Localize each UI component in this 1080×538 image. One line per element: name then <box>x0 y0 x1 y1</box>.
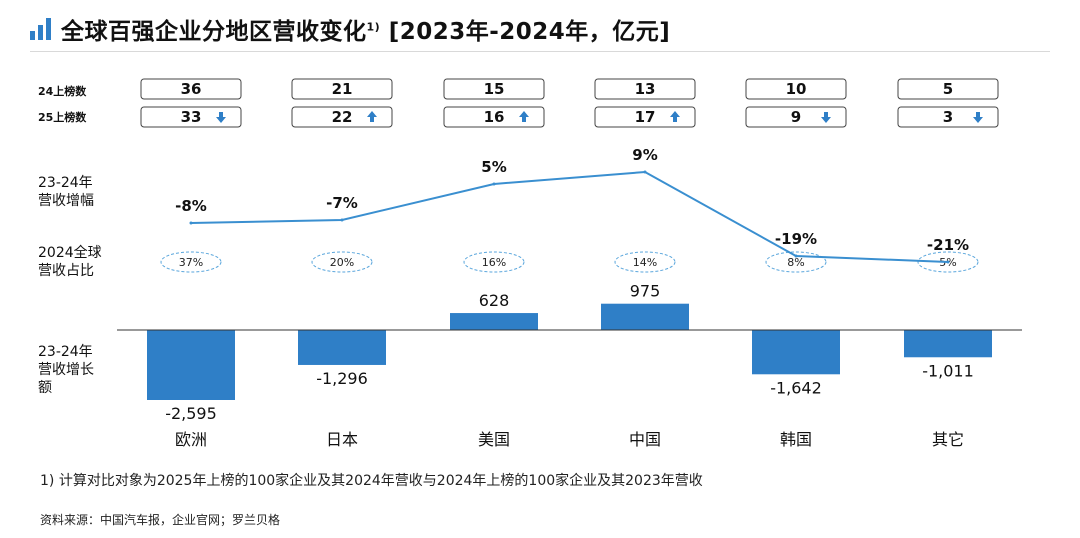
listed-2025-box <box>897 106 999 128</box>
listed-2024-value: 15 <box>484 80 505 98</box>
growth-amount-label: -1,642 <box>770 378 822 397</box>
listed-2025-value: 16 <box>484 108 505 126</box>
listed-2025-box <box>443 106 545 128</box>
down-arrow-icon <box>973 112 983 123</box>
listed-2024-value: 21 <box>332 80 353 98</box>
growth-amount-label: -1,296 <box>316 369 368 388</box>
share-value: 8% <box>787 256 804 269</box>
growth-rate-point <box>492 182 496 186</box>
listed-2024-box <box>291 78 393 100</box>
growth-rate-point <box>794 254 798 258</box>
growth-rate-label: -21% <box>927 236 969 254</box>
share-ellipse <box>160 251 222 273</box>
title-divider <box>30 51 1050 52</box>
category-label: 韩国 <box>780 430 812 449</box>
row-label-share-2: 营收占比 <box>38 263 94 279</box>
category-label: 其它 <box>932 430 964 449</box>
title-footnote-marker: 1) <box>366 20 381 34</box>
growth-rate-point <box>189 221 193 225</box>
row-label-growth-amount-3: 额 <box>38 380 52 396</box>
listed-2024-box <box>140 78 242 100</box>
growth-amount-label: 628 <box>479 291 510 310</box>
listed-2025-value: 3 <box>943 108 953 126</box>
category-label: 欧洲 <box>175 430 207 449</box>
growth-rate-label: -7% <box>326 194 358 212</box>
row-label-growth-rate-1: 23-24年 <box>38 175 93 191</box>
share-ellipse <box>311 251 373 273</box>
listed-2024-box <box>443 78 545 100</box>
row-label-share-1: 2024全球 <box>38 244 102 261</box>
growth-rate-label: 9% <box>632 146 657 164</box>
source-note: 资料来源：中国汽车报，企业官网；罗兰贝格 <box>40 513 281 527</box>
row-label-growth-rate-2: 营收增幅 <box>38 193 94 209</box>
listed-2024-value: 13 <box>635 80 656 98</box>
listed-2025-box <box>594 106 696 128</box>
listed-2024-value: 10 <box>786 80 807 98</box>
growth-rate-label: 5% <box>481 158 506 176</box>
footnote: 1) 计算对比对象为2025年上榜的100家企业及其2024年营收与2024年上… <box>40 473 703 489</box>
growth-amount-label: 975 <box>630 282 661 301</box>
listed-2024-value: 36 <box>181 80 202 98</box>
category-label: 日本 <box>326 430 358 449</box>
page-title: 全球百强企业分地区营收变化1) [2023年-2024年，亿元] <box>61 12 670 46</box>
listed-2024-box <box>745 78 847 100</box>
listed-2025-value: 9 <box>791 108 801 126</box>
up-arrow-icon <box>670 111 680 122</box>
row-label-listed-2025: 25上榜数 <box>38 110 87 124</box>
growth-rate-label: -19% <box>775 230 817 248</box>
growth-amount-bar <box>904 330 992 358</box>
listed-2025-value: 33 <box>181 108 202 126</box>
row-label-listed-2024: 24上榜数 <box>38 84 87 98</box>
row-label-growth-amount-1: 23-24年 <box>38 344 93 360</box>
share-value: 37% <box>179 256 203 269</box>
title-main: 全球百强企业分地区营收变化 <box>61 19 367 45</box>
growth-amount-bar <box>450 313 538 330</box>
category-label: 中国 <box>629 430 661 449</box>
growth-rate-point <box>946 260 950 264</box>
listed-2024-box <box>594 78 696 100</box>
growth-amount-bar <box>147 330 235 400</box>
listed-2025-box <box>745 106 847 128</box>
down-arrow-icon <box>821 112 831 123</box>
title-block: 全球百强企业分地区营收变化1) [2023年-2024年，亿元] <box>30 12 670 46</box>
bar-chart-icon <box>30 18 51 40</box>
growth-amount-bar <box>298 330 386 365</box>
listed-2024-box <box>897 78 999 100</box>
share-value: 20% <box>330 256 354 269</box>
down-arrow-icon <box>216 112 226 123</box>
share-ellipse <box>463 251 525 273</box>
listed-2024-value: 5 <box>943 80 953 98</box>
growth-rate-label: -8% <box>175 197 207 215</box>
category-label: 美国 <box>478 430 510 449</box>
growth-amount-label: -1,011 <box>922 361 974 380</box>
growth-rate-line <box>190 170 949 263</box>
listed-2025-value: 17 <box>635 108 656 126</box>
growth-rate-point <box>643 170 647 174</box>
share-ellipse <box>614 251 676 273</box>
up-arrow-icon <box>519 111 529 122</box>
growth-amount-bar <box>752 330 840 375</box>
share-value: 14% <box>633 256 657 269</box>
up-arrow-icon <box>367 111 377 122</box>
listed-2025-value: 22 <box>332 108 353 126</box>
listed-2025-box <box>140 106 242 128</box>
title-suffix: [2023年-2024年，亿元] <box>388 19 671 45</box>
listed-2025-box <box>291 106 393 128</box>
growth-amount-label: -2,595 <box>165 404 217 423</box>
share-value: 16% <box>482 256 506 269</box>
growth-amount-bar <box>601 303 689 330</box>
row-label-growth-amount-2: 营收增长 <box>38 362 94 378</box>
growth-rate-point <box>340 218 344 222</box>
